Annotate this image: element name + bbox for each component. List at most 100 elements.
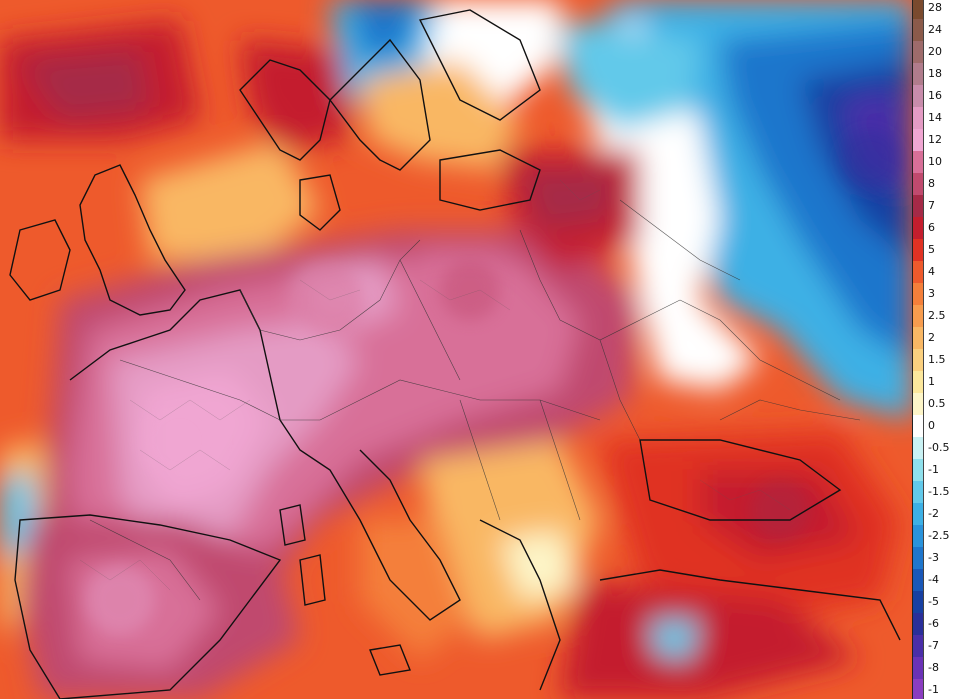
- legend-entry: 4: [913, 261, 960, 283]
- legend-swatch: [913, 525, 924, 547]
- legend-entry: 28: [913, 0, 960, 19]
- legend-label: 3: [928, 287, 935, 300]
- legend-swatch: [913, 0, 924, 19]
- legend-label: 7: [928, 199, 935, 212]
- legend-swatch: [913, 85, 924, 107]
- legend-label: -7: [928, 639, 939, 652]
- color-scale-legend: 28 24 20 18 16 14 12 10 8 7 6 5 4 3 2.5 2 1.5 1 0.5 0 -0.5 -1…: [912, 0, 960, 699]
- legend-swatch: [913, 459, 924, 481]
- legend-entry: -4: [913, 569, 960, 591]
- legend-swatch: [913, 195, 924, 217]
- map-canvas: [0, 0, 912, 699]
- legend-entry: -5: [913, 591, 960, 613]
- legend-entry: 24: [913, 19, 960, 41]
- legend-label: 0: [928, 419, 935, 432]
- legend-entry: 10: [913, 151, 960, 173]
- legend-label: 0.5: [928, 397, 946, 410]
- legend-swatch: [913, 635, 924, 657]
- legend-entry: 16: [913, 85, 960, 107]
- temperature-anomaly-map: [0, 0, 912, 699]
- legend-label: 6: [928, 221, 935, 234]
- legend-swatch: [913, 129, 924, 151]
- legend-label: 24: [928, 23, 942, 36]
- legend-swatch: [913, 481, 924, 503]
- legend-swatch: [913, 437, 924, 459]
- legend-entry: -6: [913, 613, 960, 635]
- legend-label: 20: [928, 45, 942, 58]
- legend-swatch: [913, 613, 924, 635]
- legend-label: 12: [928, 133, 942, 146]
- legend-entry: 8: [913, 173, 960, 195]
- legend-swatch: [913, 107, 924, 129]
- legend-swatch: [913, 371, 924, 393]
- legend-label: 4: [928, 265, 935, 278]
- legend-entry: -1: [913, 679, 960, 699]
- legend-label: -5: [928, 595, 939, 608]
- legend-swatch: [913, 305, 924, 327]
- legend-label: 10: [928, 155, 942, 168]
- legend-entry: -8: [913, 657, 960, 679]
- legend-entry: 20: [913, 41, 960, 63]
- legend-swatch: [913, 569, 924, 591]
- legend-entry: 3: [913, 283, 960, 305]
- legend-swatch: [913, 657, 924, 679]
- legend-label: 28: [928, 1, 942, 14]
- legend-entry: -1: [913, 459, 960, 481]
- legend-entry: 6: [913, 217, 960, 239]
- anomaly-detail: [85, 130, 900, 635]
- legend-swatch: [913, 393, 924, 415]
- legend-entry: -3: [913, 547, 960, 569]
- legend-label: -4: [928, 573, 939, 586]
- legend-label: 16: [928, 89, 942, 102]
- legend-entry: 2.5: [913, 305, 960, 327]
- legend-swatch: [913, 63, 924, 85]
- legend-entry: 0.5: [913, 393, 960, 415]
- legend-entry: 14: [913, 107, 960, 129]
- legend-label: 8: [928, 177, 935, 190]
- regional-borders: [79, 179, 791, 591]
- legend-label: -1.5: [928, 485, 950, 498]
- legend-swatch: [913, 679, 924, 699]
- legend-swatch: [913, 261, 924, 283]
- legend-label: -2.5: [928, 529, 950, 542]
- legend-entry: 1.5: [913, 349, 960, 371]
- legend-swatch: [913, 217, 924, 239]
- legend-entry: 7: [913, 195, 960, 217]
- legend-label: -1: [928, 683, 939, 696]
- legend-swatch: [913, 415, 924, 437]
- legend-label: 1.5: [928, 353, 946, 366]
- legend-label: -2: [928, 507, 939, 520]
- legend-entry: -0.5: [913, 437, 960, 459]
- legend-label: 18: [928, 67, 942, 80]
- legend-label: 2.5: [928, 309, 946, 322]
- legend-entry: 0: [913, 415, 960, 437]
- country-borders: [89, 199, 861, 601]
- legend-label: 14: [928, 111, 942, 124]
- legend-entry: 5: [913, 239, 960, 261]
- legend-swatch: [913, 591, 924, 613]
- legend-swatch: [913, 173, 924, 195]
- legend-entry: -7: [913, 635, 960, 657]
- legend-swatch: [913, 327, 924, 349]
- legend-swatch: [913, 19, 924, 41]
- legend-swatch: [913, 283, 924, 305]
- legend-entry: 18: [913, 63, 960, 85]
- legend-label: -3: [928, 551, 939, 564]
- legend-label: -8: [928, 661, 939, 674]
- legend-entry: -2: [913, 503, 960, 525]
- legend-swatch: [913, 41, 924, 63]
- legend-label: -0.5: [928, 441, 950, 454]
- coastlines: [9, 9, 901, 699]
- legend-label: 5: [928, 243, 935, 256]
- legend-entry: 12: [913, 129, 960, 151]
- legend-entry: -1.5: [913, 481, 960, 503]
- legend-label: -6: [928, 617, 939, 630]
- legend-label: 2: [928, 331, 935, 344]
- legend-swatch: [913, 239, 924, 261]
- legend-entry: -2.5: [913, 525, 960, 547]
- legend-label: 1: [928, 375, 935, 388]
- legend-swatch: [913, 349, 924, 371]
- legend-label: -1: [928, 463, 939, 476]
- legend-entry: 2: [913, 327, 960, 349]
- legend-swatch: [913, 151, 924, 173]
